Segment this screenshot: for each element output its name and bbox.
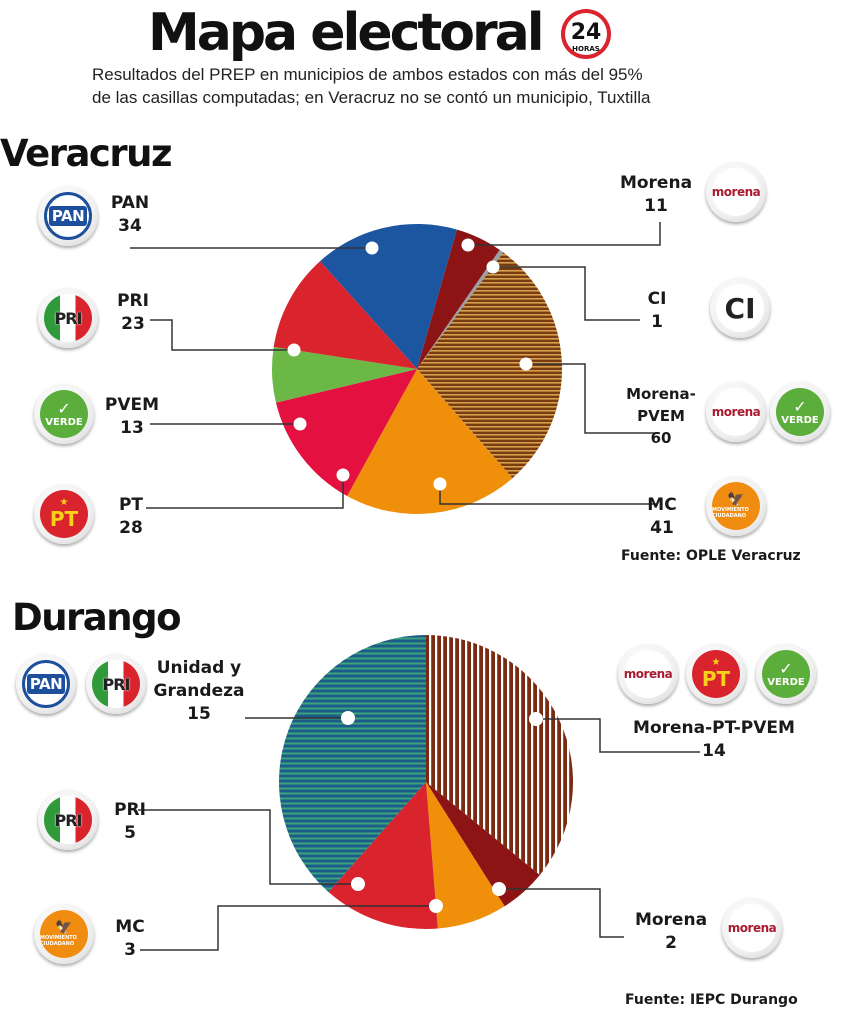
durango-title: Durango (12, 596, 182, 639)
morena-logo-icon: morena (706, 162, 766, 222)
pvem-logo-icon: ✓ VERDE (34, 384, 94, 444)
subtitle-line-2: de las casillas computadas; en Veracruz … (92, 88, 651, 107)
pri-logo-icon: PRI (86, 654, 146, 714)
pie-slice-pri (273, 261, 417, 369)
dot-pt (336, 468, 350, 482)
pan-logo-icon: PAN (16, 654, 76, 714)
dot-mc-durango (429, 899, 443, 913)
pri-logo-icon: PRI (38, 790, 98, 850)
dot-mc (433, 477, 447, 491)
mc-logo-icon: 🦅 MOVIMIENTO CIUDADANO (706, 476, 766, 536)
pie-slice-morena_pvem (417, 252, 563, 479)
page-title: Mapa electoral (148, 3, 545, 63)
label-pri-durango: PRI 5 (114, 800, 146, 843)
label-morena: Morena 11 (619, 173, 693, 216)
pie-slice-pan (319, 223, 457, 369)
veracruz-title: Veracruz (0, 132, 172, 175)
source-durango: Fuente: IEPC Durango (625, 992, 798, 1008)
source-veracruz: Fuente: OPLE Veracruz (621, 548, 801, 564)
mc-logo-icon: 🦅 MOVIMIENTO CIUDADANO (34, 904, 94, 964)
pie-slice-unidad (279, 635, 426, 893)
label-mc: MC 41 (647, 495, 677, 538)
pie-slice-mc (347, 369, 513, 515)
label-morena-pvem: Morena- PVEM 60 (626, 385, 696, 447)
connector-morena-pt-pvem (536, 718, 700, 753)
connector-pri-durango (138, 809, 358, 885)
24-horas-logo: 24 HORAS (561, 9, 611, 59)
dot-ci (486, 260, 500, 274)
label-pan: PAN 34 (110, 193, 150, 236)
dot-unidad (341, 711, 355, 725)
label-mc-durango: MC 3 (115, 917, 145, 960)
label-ci: CI 1 (647, 289, 667, 332)
pt-logo-icon: ★ PT (686, 644, 746, 704)
connector-pt (146, 475, 344, 509)
label-pri: PRI 23 (117, 291, 149, 334)
pt-logo-icon: ★ PT (34, 484, 94, 544)
pie-slice-ci (417, 249, 504, 369)
connector-ci (493, 266, 640, 321)
label-morena-durango: Morena 2 (634, 910, 708, 953)
pie-slice-pri (328, 782, 438, 929)
dot-pan (365, 241, 379, 255)
morena-logo-icon: morena (722, 898, 782, 958)
connector-mc-durango (140, 905, 436, 951)
morena-logo-icon: morena (706, 382, 766, 442)
connector-pri (150, 319, 294, 351)
connector-morena-durango (499, 888, 624, 938)
label-pvem: PVEM 13 (104, 395, 160, 438)
morena-logo-icon: morena (618, 644, 678, 704)
pie-slice-pt (275, 369, 417, 497)
svg-text:24: 24 (571, 20, 602, 45)
connector-morena (468, 222, 661, 246)
pie-slice-pvem (271, 346, 417, 403)
pie-slice-mc (426, 782, 505, 929)
subtitle-line-1: Resultados del PREP en municipios de amb… (92, 65, 643, 84)
label-unidad-grandeza: Unidad y Grandeza 15 (153, 658, 245, 724)
connector-morena-pvem (526, 363, 660, 434)
dot-morena (461, 238, 475, 252)
dot-pri-durango (351, 877, 365, 891)
dot-pri (287, 343, 301, 357)
dot-morena-durango (492, 882, 506, 896)
dot-pvem (293, 417, 307, 431)
connector-mc (439, 484, 656, 505)
dot-morena-pvem (519, 357, 533, 371)
ci-logo-icon: CI (710, 278, 770, 338)
pvem-logo-icon: ✓ VERDE (756, 644, 816, 704)
pie-slice-morena (417, 229, 500, 369)
dot-morena-pt-pvem (529, 712, 543, 726)
pri-logo-icon: PRI (38, 288, 98, 348)
pan-logo-icon: PAN (38, 186, 98, 246)
pvem-logo-icon: ✓ VERDE (770, 382, 830, 442)
label-morena-pt-pvem: Morena-PT-PVEM 14 (633, 718, 795, 761)
pie-slice-morena_pt_pvem (426, 635, 574, 875)
pie-slice-morena (426, 782, 540, 907)
label-pt: PT 28 (118, 495, 144, 538)
svg-text:HORAS: HORAS (572, 45, 600, 53)
